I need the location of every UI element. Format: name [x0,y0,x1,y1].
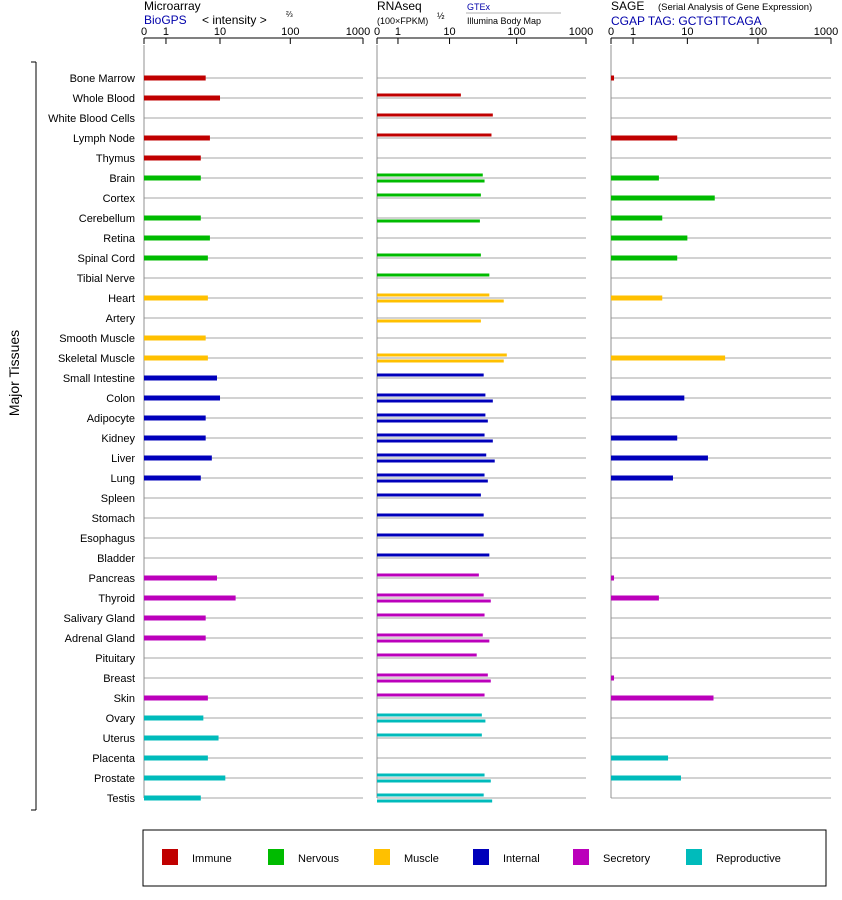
sage-tick-label: 10 [681,26,693,38]
panel-headers: Microarray BioGPS < intensity > ⅔ RNAseq… [144,0,812,28]
rnaseq-title: RNAseq [377,0,422,13]
sage-tick-label: 100 [749,26,767,38]
tissue-label: Adipocyte [87,413,135,425]
legend-swatch [162,849,178,865]
tissue-label: Stomach [92,513,135,525]
tissue-label: Salivary Gland [63,613,135,625]
y-axis-bracket [31,61,37,811]
sage-tick-label: 0 [608,26,614,38]
legend-label: Muscle [404,853,439,865]
microarray-scale-exponent: ⅔ [286,10,293,19]
tissue-label: Smooth Muscle [59,333,135,345]
tissue-label: Thymus [96,153,136,165]
tissue-label: Prostate [94,773,135,785]
legend-swatch [473,849,489,865]
tissue-label: Bone Marrow [70,73,135,85]
tissue-label: Liver [111,453,135,465]
tissue-label: Skin [114,693,135,705]
tissue-label: Colon [106,393,135,405]
tissue-label: Retina [103,233,136,245]
legend-items: Immune Nervous Muscle Internal Secretory Repr… [162,849,781,865]
tissue-label: Heart [108,293,135,305]
legend-label: Reproductive [716,853,781,865]
rnaseq-tick-label: 0 [374,26,380,38]
tissue-label: Lung [111,473,135,485]
tissue-label: Small Intestine [63,373,135,385]
bars-layer [144,75,726,803]
tissue-label: Pancreas [89,573,136,585]
legend-box: Immune Nervous Muscle Internal Secretory Repr… [142,829,827,887]
rnaseq-tick-label: 1 [395,26,401,38]
rnaseq-tick-label: 1000 [569,26,593,38]
legend-label: Immune [192,853,232,865]
tissue-label: Skeletal Muscle [58,353,135,365]
rnaseq-units-exponent: ½ [437,11,445,21]
legend-swatch [374,849,390,865]
tissue-label: Bladder [97,553,135,565]
tissue-label: Thyroid [98,593,135,605]
microarray-tick-label: 0 [141,26,147,38]
rnaseq-units: (100×FPKM) [377,16,428,26]
axes-layer: 0 1 10 100 1000 0 1 10 100 1000 0 1 10 100 1000 [141,26,838,798]
legend-swatch [268,849,284,865]
microarray-scale-label: < intensity > [202,13,267,27]
legend-swatch [686,849,702,865]
microarray-title: Microarray [144,0,201,13]
rnaseq-illumina-label: Illumina Body Map [467,16,541,26]
rnaseq-tick-label: 10 [443,26,455,38]
legend-label: Internal [503,853,540,865]
tissue-label: Tibial Nerve [77,273,135,285]
tissue-label: Whole Blood [73,93,135,105]
sage-tick-label: 1000 [814,26,838,38]
legend-label: Nervous [298,853,339,865]
microarray-tick-label: 1000 [346,26,370,38]
tissue-label: Cortex [103,193,136,205]
sage-tag: CGAP TAG: GCTGTTCAGA [611,14,762,28]
microarray-tick-label: 1 [163,26,169,38]
y-axis-label: Major Tissues [6,330,22,416]
rnaseq-gtex-label: GTEx [467,2,491,12]
tissue-label: Breast [103,673,135,685]
sage-title-note: (Serial Analysis of Gene Expression) [658,2,812,13]
tissue-label: Lymph Node [73,133,135,145]
microarray-source: BioGPS [144,13,187,27]
tissue-label: Esophagus [80,533,136,545]
microarray-tick-label: 100 [281,26,299,38]
legend-swatch [573,849,589,865]
microarray-tick-label: 10 [214,26,226,38]
tissue-label: Brain [109,173,135,185]
sage-tick-label: 1 [630,26,636,38]
tissue-label: Artery [106,313,136,325]
tissue-label: Kidney [101,433,135,445]
tissue-label: Testis [107,793,136,805]
tissue-label: Cerebellum [79,213,135,225]
rnaseq-tick-label: 100 [507,26,525,38]
tissue-label: Ovary [106,713,136,725]
legend-label: Secretory [603,853,651,865]
tissue-label: Uterus [103,733,136,745]
tissue-label: Spinal Cord [78,253,135,265]
tissue-label: Adrenal Gland [65,633,135,645]
tissue-label: White Blood Cells [48,113,135,125]
tissue-label: Spleen [101,493,135,505]
tissue-label: Placenta [92,753,136,765]
tissue-label: Pituitary [95,653,135,665]
sage-title: SAGE [611,0,644,13]
